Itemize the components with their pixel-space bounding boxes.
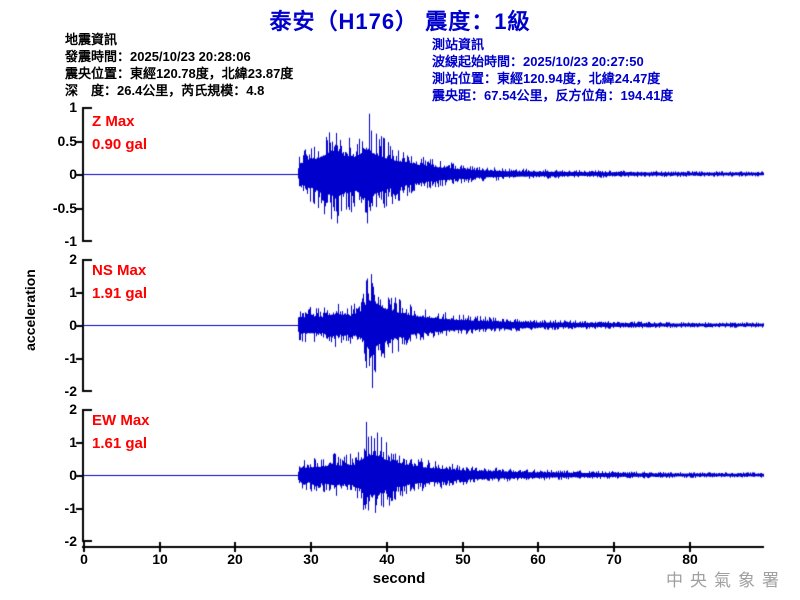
y-tick-label: -1 <box>64 233 77 249</box>
trace-ns-max-title: NS Max <box>92 262 147 279</box>
x-tick-label: 0 <box>80 551 88 567</box>
trace-ns-label: NS Max 1.91 gal <box>92 259 147 305</box>
trace-ew-label: EW Max 1.61 gal <box>92 409 150 455</box>
wave-start-time-line: 波線起始時間：2025/10/23 20:27:50 <box>432 54 644 69</box>
x-tick-label: 10 <box>152 551 168 567</box>
x-axis-title: second <box>372 570 426 587</box>
x-tick-label: 80 <box>682 551 698 567</box>
y-tick-label: 2 <box>69 251 77 267</box>
y-tick-label: 0 <box>69 317 77 333</box>
y-tick-label: -0.5 <box>52 200 77 216</box>
y-tick-label: -2 <box>64 533 77 549</box>
trace-ew-max-title: EW Max <box>92 412 150 429</box>
trace-ns-max-value: 1.91 gal <box>92 285 148 302</box>
epicentral-distance-line: 震央距：67.54公里，反方位角：194.41度 <box>432 88 674 103</box>
trace-ew-max-value: 1.61 gal <box>92 435 148 452</box>
earthquake-info-heading: 地震資訊 <box>65 32 118 47</box>
y-tick-label: 1 <box>69 99 77 115</box>
trace-z-max-title: Z Max <box>92 113 135 130</box>
page-title: 泰安（H176） 震度：1級 <box>269 9 531 34</box>
earthquake-info: 地震資訊 發震時間：2025/10/23 20:28:06 震央位置：東經120… <box>65 31 293 99</box>
y-tick-label: -1 <box>64 350 77 366</box>
origin-time-line: 發震時間：2025/10/23 20:28:06 <box>65 49 251 64</box>
y-tick-label: 0.5 <box>57 133 77 149</box>
y-tick-label: 1 <box>69 284 77 300</box>
y-tick-label: 2 <box>69 401 77 417</box>
x-tick-label: 50 <box>455 551 471 567</box>
y-tick-label: 0 <box>69 166 77 182</box>
station-location-line: 測站位置：東經120.94度，北緯24.47度 <box>432 71 661 86</box>
y-tick-label: 1 <box>69 434 77 450</box>
depth-magnitude-line: 深 度：26.4公里，芮氏規模：4.8 <box>65 83 265 98</box>
agency-watermark: 中央氣象署 <box>666 571 786 590</box>
x-tick-label: 20 <box>227 551 243 567</box>
station-info: 測站資訊 波線起始時間：2025/10/23 20:27:50 測站位置：東經1… <box>432 36 673 104</box>
trace-z-max-value: 0.90 gal <box>92 136 148 153</box>
x-tick-label: 60 <box>530 551 546 567</box>
x-tick-label: 70 <box>606 551 622 567</box>
y-tick-label: -1 <box>64 500 77 516</box>
y-tick-label: 0 <box>69 467 77 483</box>
epicenter-location-line: 震央位置：東經120.78度，北緯23.87度 <box>65 66 294 81</box>
station-info-heading: 測站資訊 <box>432 37 485 52</box>
y-axis-title: acceleration <box>22 269 38 351</box>
x-tick-label: 40 <box>379 551 395 567</box>
trace-z-label: Z Max 0.90 gal <box>92 110 147 156</box>
x-tick-label: 30 <box>303 551 319 567</box>
y-tick-label: -2 <box>64 383 77 399</box>
